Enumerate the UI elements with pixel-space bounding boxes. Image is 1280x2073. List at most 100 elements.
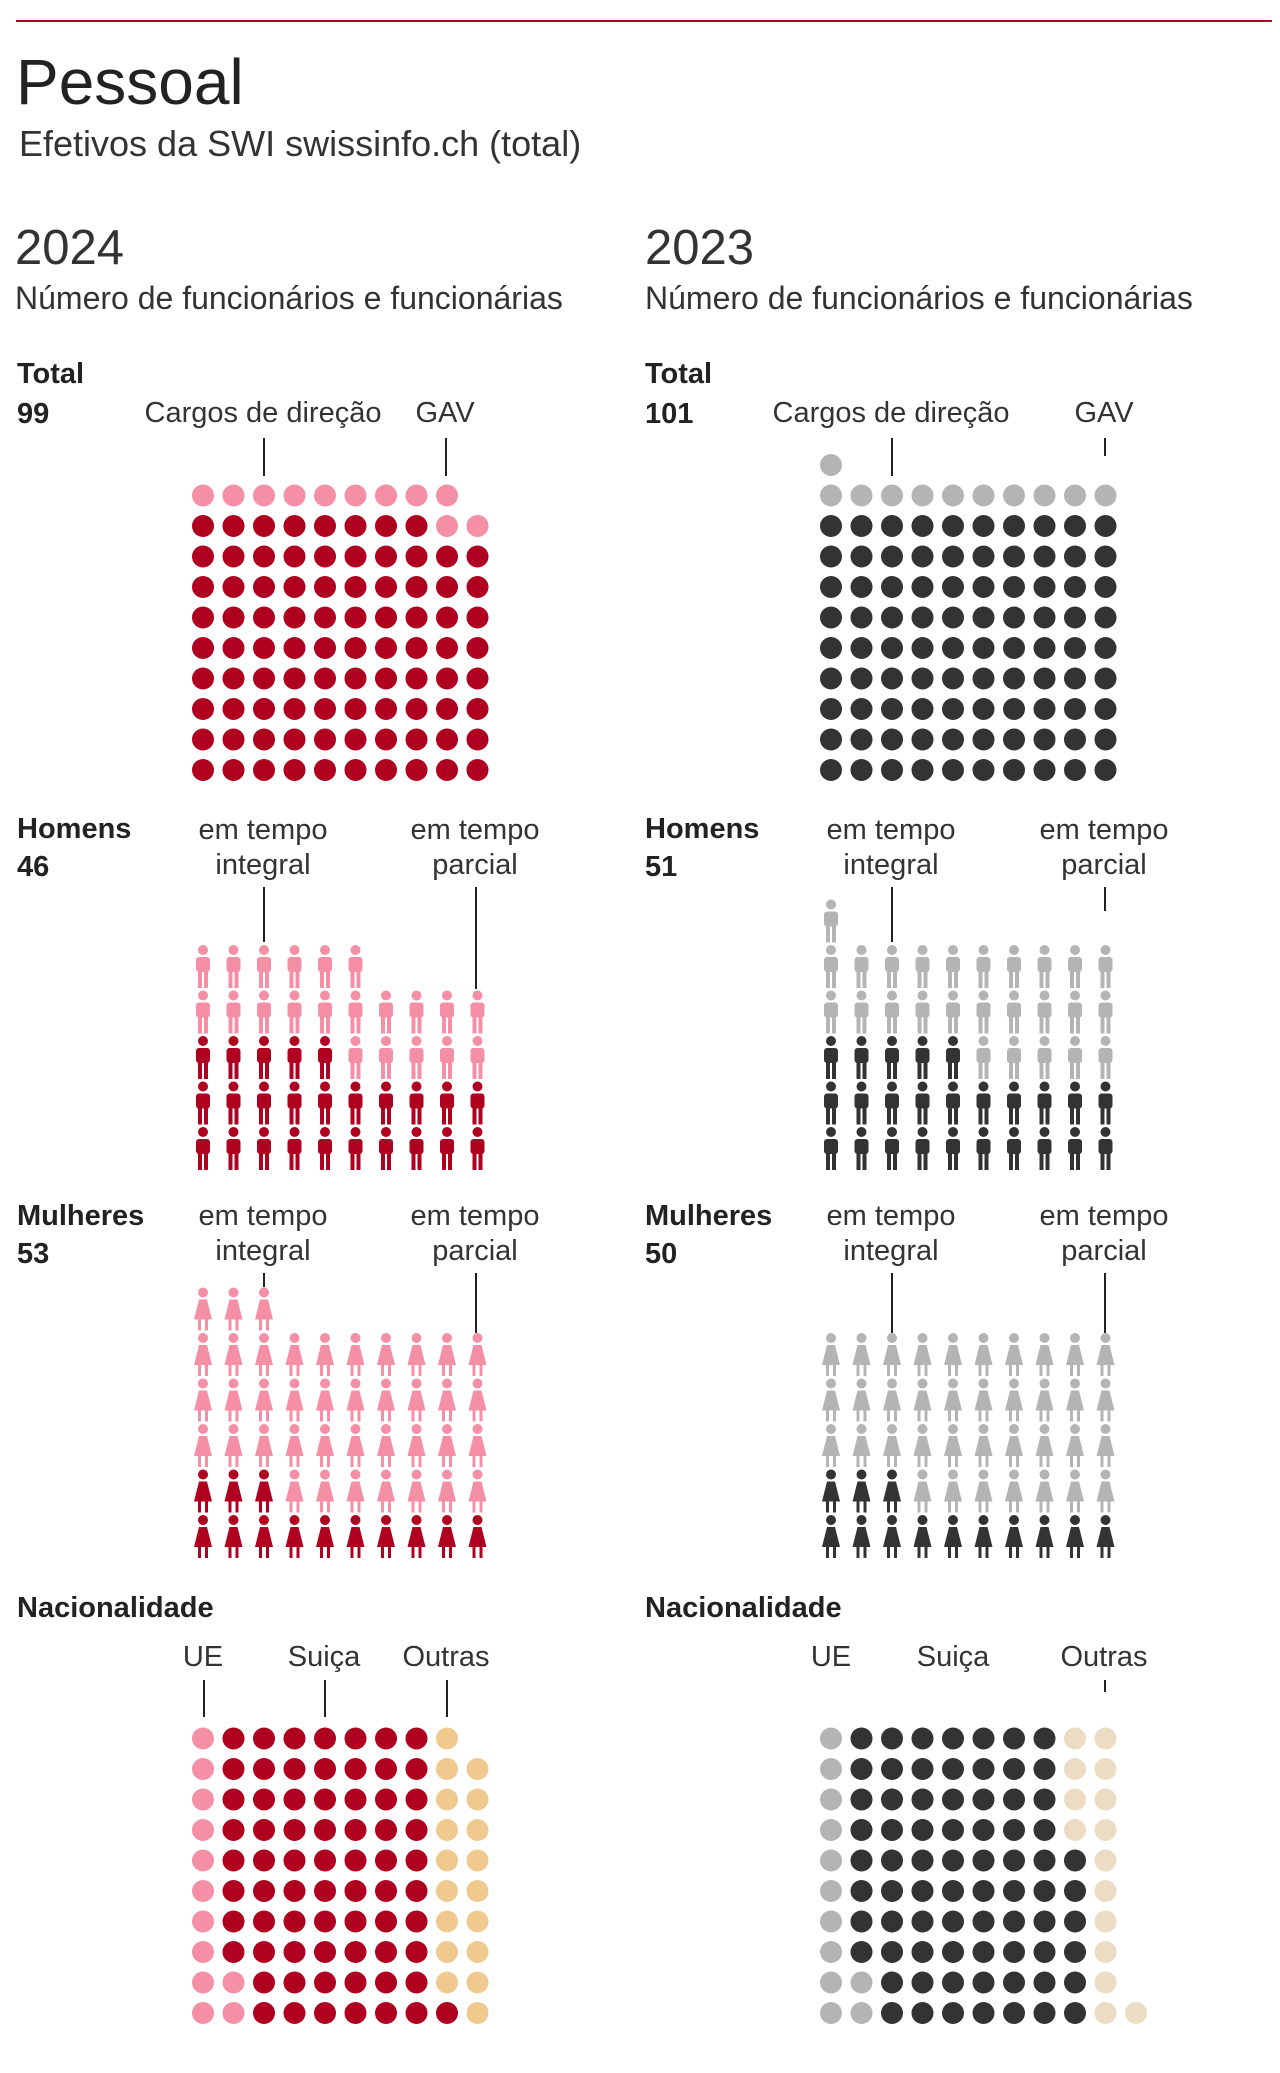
nationality-dot-other bbox=[466, 1971, 489, 1994]
man-icon-parttime bbox=[915, 990, 930, 1034]
total-dot-leadership bbox=[850, 484, 873, 507]
nationality-dot-swiss bbox=[1033, 1910, 1056, 1933]
nationality-dot-swiss bbox=[1003, 1819, 1025, 1841]
man-icon-parttime bbox=[976, 990, 991, 1034]
label-men-parttime-2024: em tempo parcial bbox=[410, 814, 540, 881]
total-dot-gav bbox=[850, 606, 873, 629]
nationality-dot-other bbox=[1094, 1727, 1117, 1750]
man-icon-fulltime bbox=[318, 1036, 332, 1079]
label-other-2024: Outras bbox=[402, 1641, 490, 1673]
total-dot-gav bbox=[192, 606, 214, 629]
total-dot-gav bbox=[314, 545, 336, 568]
waffle-women-2024 bbox=[194, 1287, 487, 1558]
nationality-dot-swiss bbox=[881, 1819, 903, 1841]
man-icon-fulltime bbox=[318, 1127, 332, 1170]
nationality-dot-swiss bbox=[344, 2002, 367, 2024]
nationality-dot-swiss bbox=[881, 2002, 903, 2024]
woman-icon-parttime bbox=[1005, 1469, 1023, 1513]
total-dot-gav bbox=[911, 515, 934, 537]
woman-icon-parttime bbox=[224, 1424, 243, 1467]
nationality-dot-swiss bbox=[405, 1727, 428, 1750]
nationality-dot-swiss bbox=[253, 1880, 275, 1902]
nationality-dot-eu bbox=[192, 1971, 214, 1994]
label-men-parttime-2023: em tempo parcial bbox=[1039, 814, 1169, 881]
man-icon-parttime bbox=[1098, 945, 1113, 988]
woman-icon-parttime bbox=[852, 1424, 871, 1467]
total-dot-gav bbox=[314, 728, 336, 751]
woman-icon-parttime bbox=[1035, 1333, 1054, 1376]
total-dot-gav bbox=[253, 515, 275, 537]
total-dot-gav bbox=[850, 728, 873, 751]
woman-icon-fulltime bbox=[1096, 1515, 1115, 1558]
woman-icon-parttime bbox=[1066, 1333, 1084, 1376]
nationality-dot-swiss bbox=[375, 1910, 397, 1933]
waffle-nationality-2023 bbox=[820, 1727, 1147, 2024]
total-dot-gav bbox=[405, 606, 428, 629]
man-icon-fulltime bbox=[226, 1081, 241, 1125]
total-dot-gav bbox=[911, 576, 934, 598]
nationality-dot-swiss bbox=[972, 1727, 995, 1750]
man-icon-parttime bbox=[440, 1036, 454, 1079]
total-dot-gav bbox=[972, 728, 995, 751]
total-dot-gav bbox=[1094, 698, 1117, 720]
woman-icon-parttime bbox=[407, 1333, 426, 1376]
man-icon-parttime bbox=[226, 945, 241, 988]
total-dot-gav bbox=[436, 759, 458, 781]
man-icon-fulltime bbox=[915, 1081, 930, 1125]
women-count-2024: 53 bbox=[17, 1238, 50, 1270]
nationality-dot-swiss bbox=[375, 1849, 397, 1872]
leader-line bbox=[891, 1273, 893, 1333]
leader-line bbox=[445, 438, 447, 476]
man-icon-fulltime bbox=[226, 1036, 241, 1079]
woman-icon-parttime bbox=[346, 1469, 365, 1513]
woman-icon-parttime bbox=[1005, 1378, 1023, 1422]
men-count-2023: 51 bbox=[645, 851, 678, 883]
total-dot-gav bbox=[820, 728, 842, 751]
woman-icon-parttime bbox=[1035, 1378, 1054, 1422]
nationality-dot-eu bbox=[820, 1910, 842, 1933]
total-dot-gav bbox=[222, 606, 245, 629]
nationality-dot-swiss bbox=[253, 1727, 275, 1750]
nationality-dot-eu bbox=[850, 2002, 873, 2024]
nationality-dot-eu bbox=[820, 1727, 842, 1750]
total-count-2023: 101 bbox=[645, 398, 694, 430]
nationality-dot-swiss bbox=[942, 1880, 964, 1902]
total-dot-gav bbox=[1064, 728, 1086, 751]
woman-icon-parttime bbox=[852, 1333, 871, 1376]
total-dot-leadership bbox=[972, 484, 995, 507]
total-dot-gav bbox=[1064, 667, 1086, 690]
total-dot-gav bbox=[344, 576, 367, 598]
total-dot-gav bbox=[881, 515, 903, 537]
total-dot-gav bbox=[850, 667, 873, 690]
woman-icon-fulltime bbox=[468, 1515, 487, 1558]
total-dot-gav bbox=[192, 545, 214, 568]
man-icon-fulltime bbox=[1037, 1127, 1052, 1170]
woman-icon-parttime bbox=[255, 1333, 273, 1376]
total-dot-gav bbox=[405, 759, 428, 781]
woman-icon-parttime bbox=[438, 1378, 456, 1422]
nationality-dot-swiss bbox=[314, 1727, 336, 1750]
total-dot-gav bbox=[1064, 698, 1086, 720]
man-icon-parttime bbox=[854, 945, 869, 988]
total-dot-gav bbox=[466, 698, 489, 720]
nationality-dot-swiss bbox=[1003, 1727, 1025, 1750]
nationality-dot-swiss bbox=[222, 1880, 245, 1902]
total-label-2023: Total bbox=[645, 358, 713, 390]
total-dot-gav bbox=[192, 637, 214, 659]
woman-icon-fulltime bbox=[944, 1515, 962, 1558]
total-dot-leadership bbox=[881, 484, 903, 507]
nationality-dot-other bbox=[436, 1788, 458, 1811]
total-dot-gav bbox=[466, 545, 489, 568]
nationality-dot-swiss bbox=[253, 1819, 275, 1841]
total-dot-gav bbox=[850, 576, 873, 598]
nationality-dot-other bbox=[1094, 1788, 1117, 1811]
man-icon-parttime bbox=[1037, 945, 1052, 988]
man-icon-fulltime bbox=[915, 1127, 930, 1170]
nationality-dot-swiss bbox=[283, 1880, 306, 1902]
caption-2024: Número de funcionários e funcionárias bbox=[15, 280, 563, 316]
nationality-dot-eu bbox=[192, 1910, 214, 1933]
man-icon-parttime bbox=[915, 945, 930, 988]
label-men-fulltime-2023: em tempo integral bbox=[826, 814, 956, 881]
man-icon-parttime bbox=[379, 990, 393, 1034]
total-dot-gav bbox=[1094, 545, 1117, 568]
